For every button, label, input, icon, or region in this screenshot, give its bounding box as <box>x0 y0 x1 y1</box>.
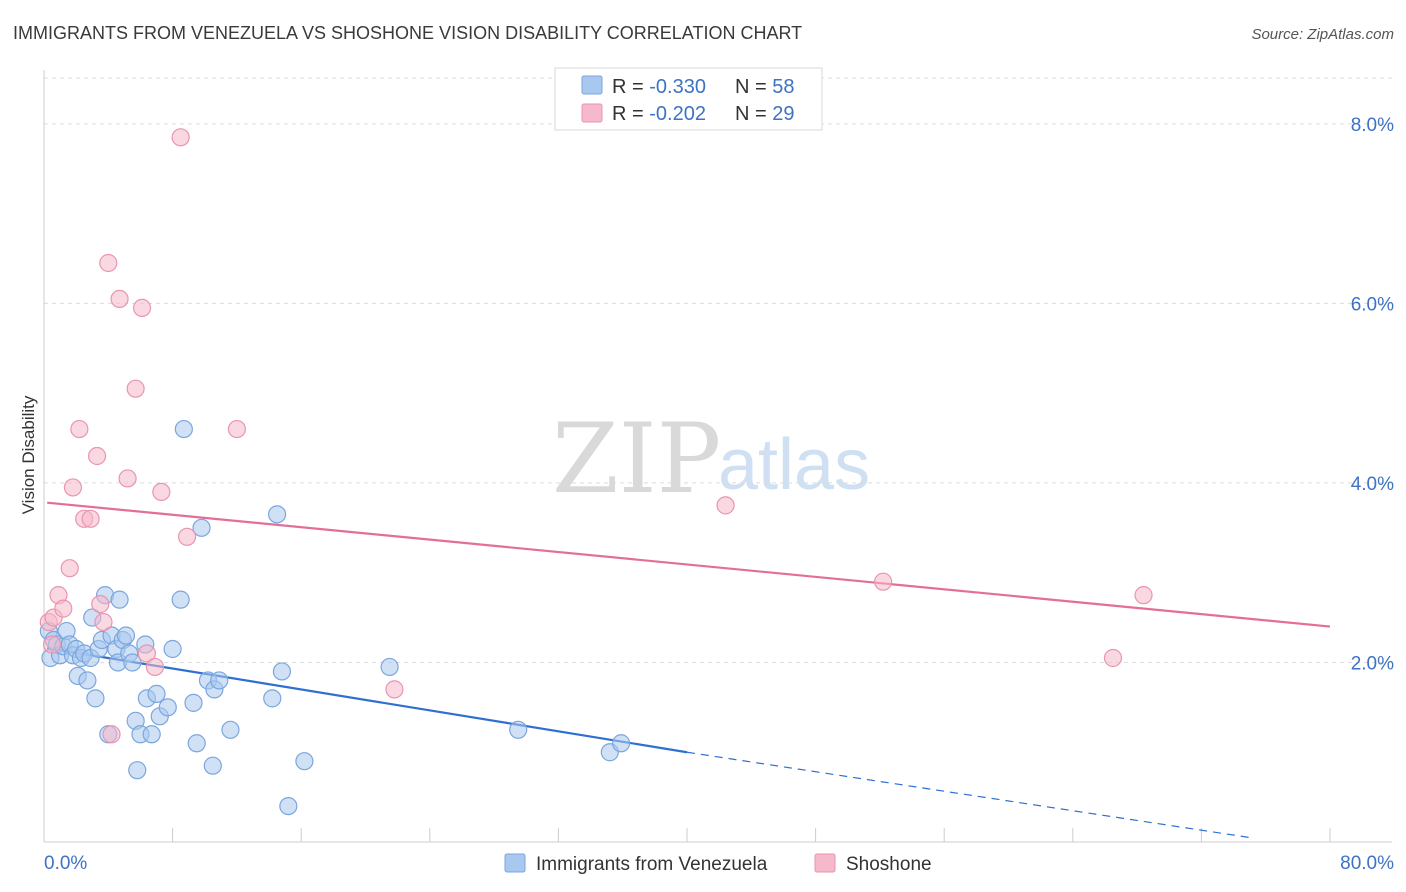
legend-row-shoshone: R = -0.202 <box>612 103 706 125</box>
data-point <box>128 761 147 780</box>
data-point <box>716 496 735 515</box>
y-tick-label: 2.0% <box>1351 653 1394 674</box>
data-point <box>63 478 83 497</box>
data-point <box>385 680 404 699</box>
legend-n-shoshone: N = 29 <box>735 103 795 125</box>
data-point <box>152 482 171 502</box>
data-point <box>137 644 156 663</box>
data-point <box>177 527 197 546</box>
axes <box>43 70 1392 843</box>
bottom-legend-swatch-shoshone <box>814 853 836 873</box>
data-point <box>123 653 142 672</box>
y-tick-label: 4.0% <box>1351 474 1394 495</box>
data-point <box>60 559 79 578</box>
y-axis-label: Vision Disability <box>19 395 38 514</box>
legend-n-value: 29 <box>772 103 794 125</box>
data-point <box>1134 586 1153 605</box>
data-point <box>611 734 631 753</box>
data-point <box>110 289 129 309</box>
data-point <box>91 595 110 614</box>
legend-r-label: R = <box>612 76 649 98</box>
legend-n-label: N = <box>735 103 772 125</box>
data-point <box>171 590 190 609</box>
data-point <box>174 419 193 439</box>
data-point <box>267 505 287 524</box>
data-point <box>210 671 229 690</box>
watermark: ZIP atlas <box>552 403 870 515</box>
data-points <box>39 128 1153 816</box>
trend-lines <box>47 501 1331 839</box>
data-point <box>1103 648 1123 668</box>
y-tick-labels: 2.0% 4.0% 6.0% 8.0% <box>1351 115 1394 675</box>
bottom-legend: Immigrants from Venezuela Shoshone <box>504 853 932 875</box>
data-point <box>184 693 203 712</box>
data-point <box>81 509 100 528</box>
grid <box>44 77 1392 663</box>
legend-row-venezuela: R = -0.330 <box>612 76 706 98</box>
legend-n-value: 58 <box>772 76 794 98</box>
data-point <box>102 725 121 744</box>
legend-n-label: N = <box>735 76 772 98</box>
watermark-zip: ZIP <box>552 403 721 515</box>
data-point <box>110 590 129 609</box>
data-point <box>163 639 182 659</box>
trend-line-extension <box>686 751 1250 839</box>
chart-title: IMMIGRANTS FROM VENEZUELA VS SHOSHONE VI… <box>13 23 802 43</box>
data-point <box>116 626 136 645</box>
data-point <box>295 752 314 771</box>
data-point <box>279 796 298 816</box>
data-point <box>87 446 107 466</box>
legend-r-value: -0.202 <box>649 103 706 125</box>
data-point <box>86 689 105 708</box>
trend-line <box>47 501 1331 628</box>
data-point <box>171 128 190 147</box>
legend-swatch-shoshone <box>581 103 603 123</box>
data-point <box>94 612 113 632</box>
data-point <box>263 689 282 708</box>
data-point <box>158 698 177 717</box>
y-tick-label: 6.0% <box>1351 294 1394 315</box>
data-point <box>142 725 161 744</box>
data-point <box>99 253 118 273</box>
source-label: Source: ZipAtlas.com <box>1251 26 1394 43</box>
data-point <box>132 298 152 317</box>
legend-r-value: -0.330 <box>649 76 706 98</box>
data-point <box>192 518 211 537</box>
data-point <box>147 684 166 703</box>
data-point <box>118 469 137 488</box>
legend-n-venezuela: N = 58 <box>735 76 795 98</box>
bottom-legend-label-venezuela: Immigrants from Venezuela <box>536 854 768 875</box>
data-point <box>272 662 292 681</box>
watermark-atlas: atlas <box>718 425 870 505</box>
data-point <box>70 419 89 439</box>
bottom-legend-swatch-venezuela <box>504 853 526 873</box>
data-point <box>203 756 222 775</box>
legend-r-label: R = <box>612 103 649 125</box>
y-tick-label: 8.0% <box>1351 115 1394 136</box>
data-point <box>874 572 893 591</box>
bottom-legend-label-shoshone: Shoshone <box>846 854 932 875</box>
legend-swatch-venezuela <box>581 75 603 95</box>
data-point <box>509 720 528 739</box>
data-point <box>380 657 399 677</box>
legend: R = -0.330 N = 58 R = -0.202 N = 29 <box>554 67 823 131</box>
x-tick-label-min: 0.0% <box>44 853 87 874</box>
data-point <box>126 379 145 398</box>
x-tick-label-max: 80.0% <box>1340 853 1394 874</box>
data-point <box>78 671 97 690</box>
data-point <box>42 635 62 654</box>
data-point <box>221 720 240 739</box>
data-point <box>227 419 246 439</box>
data-point <box>145 657 165 677</box>
data-point <box>187 734 206 753</box>
data-point <box>54 599 73 618</box>
